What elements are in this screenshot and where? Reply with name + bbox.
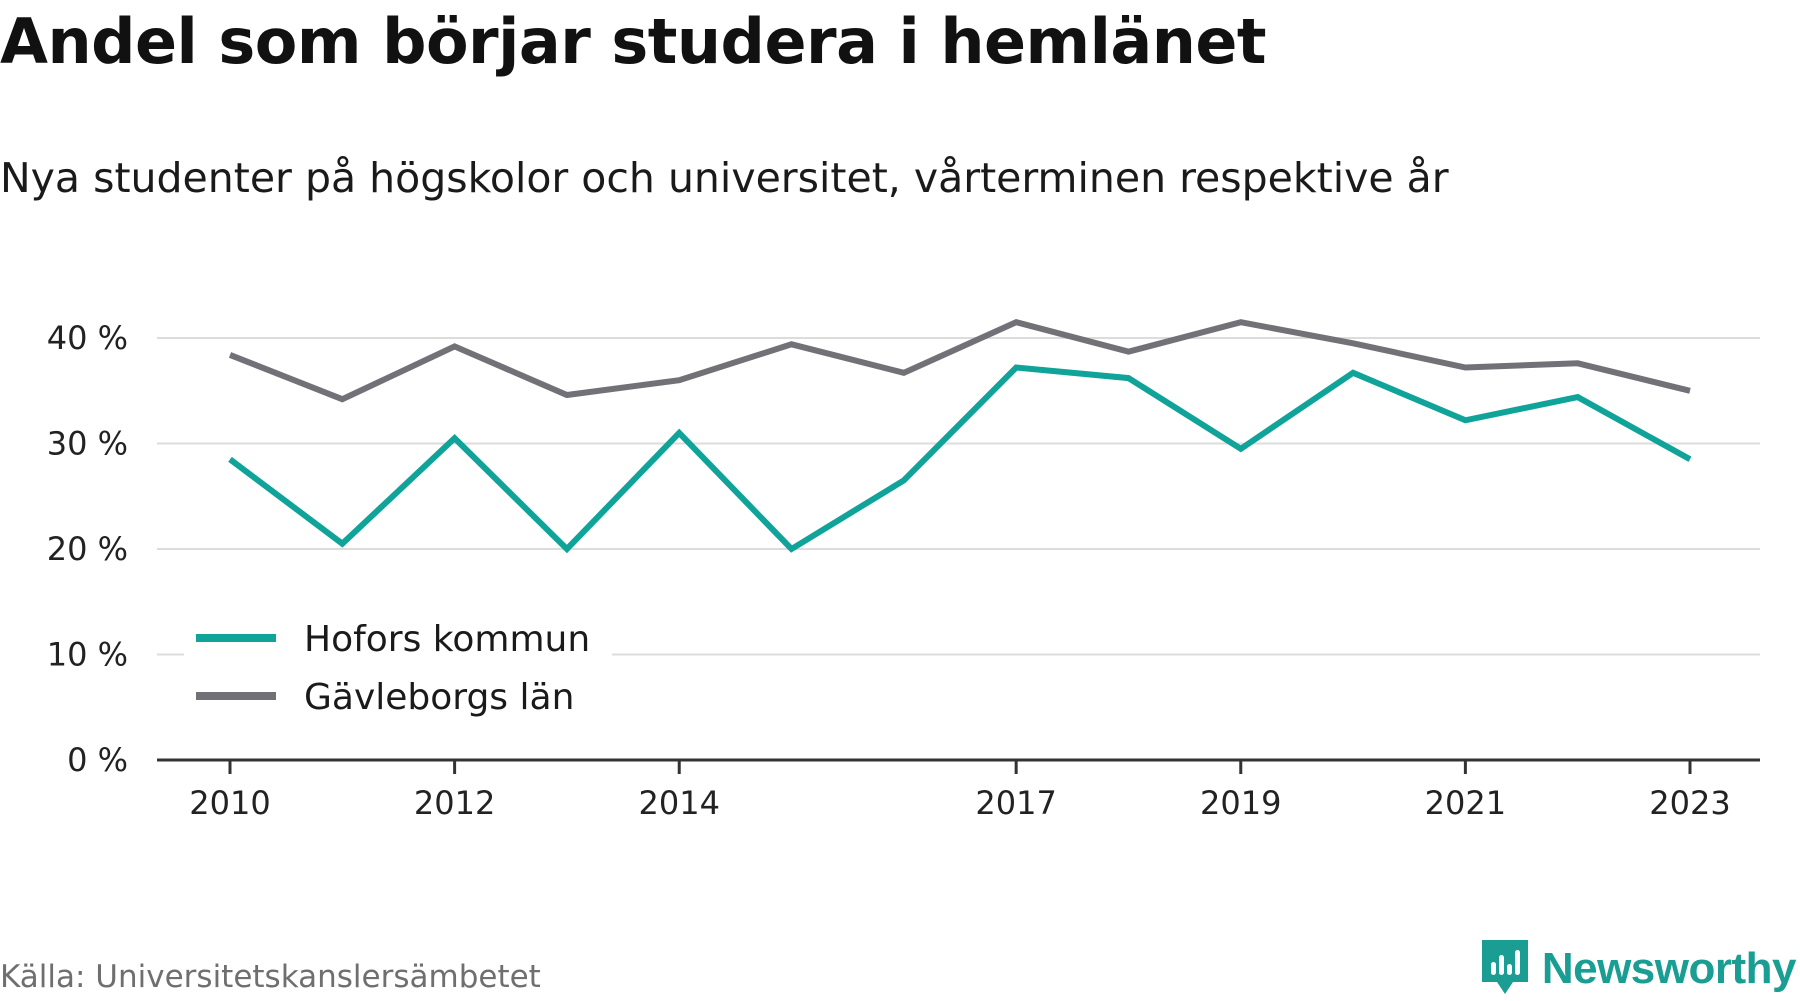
- y-tick-label: 10 %: [47, 636, 128, 674]
- legend-label: Hofors kommun: [304, 619, 590, 660]
- y-tick-label: 0 %: [67, 741, 128, 779]
- x-tick-label: 2014: [639, 784, 720, 822]
- legend-background: [184, 602, 612, 724]
- y-tick-label: 40 %: [47, 319, 128, 357]
- series-lines: [228, 319, 1692, 554]
- x-tick-label: 2021: [1425, 784, 1506, 822]
- series-line: [228, 364, 1692, 554]
- x-tick-label: 2019: [1200, 784, 1281, 822]
- y-axis-tick-labels: 0 % 10 % 20 % 30 % 40 %: [47, 319, 128, 779]
- newsworthy-logo-icon: [1480, 938, 1530, 1000]
- x-tick-label: 2017: [975, 784, 1056, 822]
- series-line: [228, 319, 1691, 403]
- chart-title: Andel som börjar studera i hemlänet: [0, 5, 1267, 78]
- y-tick-label: 30 %: [47, 425, 128, 463]
- legend: Hofors kommun Gävleborgs län: [184, 602, 612, 724]
- brand-name: Newsworthy: [1541, 944, 1797, 993]
- brand-logo: Newsworthy: [1480, 937, 1797, 1001]
- x-tick-label: 2023: [1649, 784, 1730, 822]
- chart-subtitle: Nya studenter på högskolor och universit…: [0, 154, 1449, 202]
- source-note: Källa: Universitetskanslersämbetet: [0, 959, 541, 995]
- y-tick-label: 20 %: [47, 530, 128, 568]
- x-axis: 2010 2012 2014 2017 2019 2021 2023: [157, 758, 1760, 822]
- x-tick-label: 2012: [414, 784, 495, 822]
- x-tick-label: 2010: [189, 784, 270, 822]
- legend-label: Gävleborgs län: [304, 677, 574, 718]
